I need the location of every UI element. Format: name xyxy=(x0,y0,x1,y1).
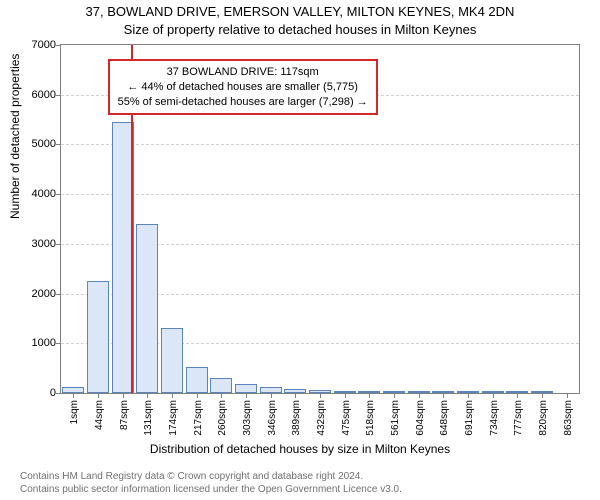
xtick-label: 260sqm xyxy=(217,400,228,436)
xtick-label: 777sqm xyxy=(513,400,524,436)
xtick-label: 1sqm xyxy=(69,400,80,424)
histogram-bar xyxy=(62,387,84,393)
xtick-mark xyxy=(493,394,494,398)
xtick-mark xyxy=(345,394,346,398)
xtick-label: 648sqm xyxy=(439,400,450,436)
histogram-bar xyxy=(531,391,553,393)
gridline xyxy=(61,144,579,145)
xtick-mark xyxy=(147,394,148,398)
xtick-mark xyxy=(246,394,247,398)
histogram-bar xyxy=(309,390,331,393)
xtick-label: 44sqm xyxy=(94,400,105,430)
xtick-label: 217sqm xyxy=(193,400,204,436)
histogram-bar xyxy=(408,391,430,393)
histogram-bar xyxy=(358,391,380,393)
xtick-label: 820sqm xyxy=(538,400,549,436)
xtick-mark xyxy=(567,394,568,398)
xtick-mark xyxy=(73,394,74,398)
chart-container: { "chart": { "type": "histogram", "title… xyxy=(0,0,600,500)
annotation-line-2: ← 44% of detached houses are smaller (5,… xyxy=(118,80,368,95)
xtick-mark xyxy=(419,394,420,398)
xtick-label: 863sqm xyxy=(563,400,574,436)
xtick-mark xyxy=(221,394,222,398)
xtick-label: 734sqm xyxy=(489,400,500,436)
histogram-bar xyxy=(457,391,479,393)
ytick-label: 7000 xyxy=(6,39,56,51)
histogram-bar xyxy=(235,384,257,393)
ytick-label: 1000 xyxy=(6,337,56,349)
xtick-label: 131sqm xyxy=(143,400,154,436)
ytick-label: 6000 xyxy=(6,89,56,101)
xtick-mark xyxy=(468,394,469,398)
histogram-bar xyxy=(260,387,282,393)
xtick-mark xyxy=(98,394,99,398)
histogram-bar xyxy=(210,378,232,393)
xtick-label: 346sqm xyxy=(267,400,278,436)
xtick-label: 475sqm xyxy=(341,400,352,436)
ytick-label: 5000 xyxy=(6,138,56,150)
histogram-bar xyxy=(482,391,504,393)
xtick-mark xyxy=(271,394,272,398)
xtick-mark xyxy=(517,394,518,398)
ytick-label: 0 xyxy=(6,387,56,399)
xtick-label: 389sqm xyxy=(291,400,302,436)
xtick-mark xyxy=(320,394,321,398)
chart-title-main: 37, BOWLAND DRIVE, EMERSON VALLEY, MILTO… xyxy=(0,4,600,19)
xtick-label: 303sqm xyxy=(242,400,253,436)
histogram-bar xyxy=(383,391,405,393)
histogram-bar xyxy=(87,281,109,393)
xtick-label: 87sqm xyxy=(119,400,130,430)
annotation-box: 37 BOWLAND DRIVE: 117sqm ← 44% of detach… xyxy=(108,59,378,116)
histogram-bar xyxy=(334,391,356,393)
histogram-bar xyxy=(506,391,528,393)
xtick-mark xyxy=(394,394,395,398)
x-axis-label: Distribution of detached houses by size … xyxy=(0,442,600,456)
annotation-line-1: 37 BOWLAND DRIVE: 117sqm xyxy=(118,65,368,80)
xtick-mark xyxy=(443,394,444,398)
xtick-mark xyxy=(369,394,370,398)
xtick-mark xyxy=(172,394,173,398)
ytick-label: 4000 xyxy=(6,188,56,200)
xtick-mark xyxy=(197,394,198,398)
histogram-bar xyxy=(161,328,183,393)
xtick-label: 691sqm xyxy=(464,400,475,436)
annotation-line-3: 55% of semi-detached houses are larger (… xyxy=(118,95,368,110)
xtick-mark xyxy=(295,394,296,398)
xtick-label: 561sqm xyxy=(390,400,401,436)
gridline xyxy=(61,194,579,195)
xtick-label: 432sqm xyxy=(316,400,327,436)
footer-line-1: Contains HM Land Registry data © Crown c… xyxy=(20,470,590,483)
xtick-label: 518sqm xyxy=(365,400,376,436)
xtick-mark xyxy=(123,394,124,398)
histogram-bar xyxy=(136,224,158,393)
histogram-bar xyxy=(186,367,208,393)
ytick-label: 3000 xyxy=(6,238,56,250)
xtick-mark xyxy=(542,394,543,398)
footer: Contains HM Land Registry data © Crown c… xyxy=(20,470,590,496)
xtick-label: 174sqm xyxy=(168,400,179,436)
footer-line-2: Contains public sector information licen… xyxy=(20,483,590,496)
xtick-label: 604sqm xyxy=(415,400,426,436)
histogram-bar xyxy=(284,389,306,393)
plot-area: 37 BOWLAND DRIVE: 117sqm ← 44% of detach… xyxy=(60,44,580,394)
ytick-label: 2000 xyxy=(6,288,56,300)
chart-title-sub: Size of property relative to detached ho… xyxy=(0,22,600,37)
histogram-bar xyxy=(432,391,454,393)
